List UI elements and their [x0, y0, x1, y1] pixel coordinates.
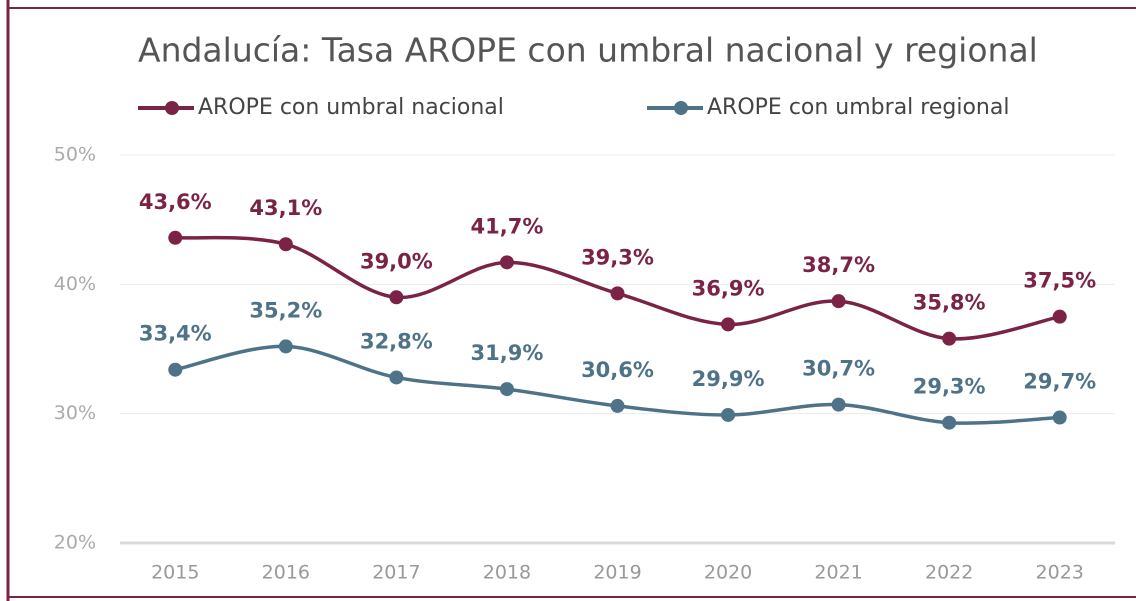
y-tick-label: 40% — [54, 273, 96, 295]
data-label: 30,6% — [581, 358, 654, 382]
data-point — [1052, 309, 1067, 324]
data-point — [168, 362, 183, 377]
x-tick-label: 2019 — [593, 562, 641, 584]
data-label: 30,7% — [802, 357, 875, 381]
x-tick-label: 2020 — [704, 562, 752, 584]
data-point — [168, 230, 183, 245]
data-point — [942, 415, 957, 430]
x-tick-label: 2023 — [1036, 562, 1084, 584]
data-label: 35,8% — [913, 291, 986, 315]
legend-label: AROPE con umbral nacional — [198, 95, 504, 120]
data-label: 31,9% — [471, 341, 544, 365]
data-point — [499, 255, 514, 270]
data-point — [610, 398, 625, 413]
data-point — [389, 370, 404, 385]
data-label: 38,7% — [802, 253, 875, 277]
data-label: 36,9% — [692, 276, 765, 300]
data-point — [831, 397, 846, 412]
data-point — [389, 290, 404, 305]
data-point — [278, 237, 293, 252]
data-point — [942, 331, 957, 346]
legend-label: AROPE con umbral regional — [707, 95, 1009, 120]
data-label: 33,4% — [139, 322, 212, 346]
x-tick-label: 2017 — [372, 562, 420, 584]
data-label: 43,1% — [249, 196, 322, 220]
data-label: 29,7% — [1023, 370, 1096, 394]
data-label: 39,3% — [581, 245, 654, 269]
chart-title: Andalucía: Tasa AROPE con umbral naciona… — [138, 31, 1038, 70]
data-label: 32,8% — [360, 329, 433, 353]
y-tick-label: 20% — [54, 532, 96, 554]
data-point — [721, 317, 736, 332]
data-point — [1052, 410, 1067, 425]
data-point — [610, 286, 625, 301]
legend-marker — [165, 101, 179, 115]
x-tick-label: 2018 — [483, 562, 531, 584]
y-tick-label: 30% — [54, 402, 96, 424]
data-label: 43,6% — [139, 190, 212, 214]
x-tick-label: 2015 — [151, 562, 199, 584]
x-tick-label: 2022 — [925, 562, 973, 584]
data-label: 41,7% — [471, 214, 544, 238]
data-point — [721, 407, 736, 422]
data-label: 39,0% — [360, 249, 433, 273]
data-point — [499, 382, 514, 397]
data-point — [278, 339, 293, 354]
x-tick-label: 2016 — [262, 562, 310, 584]
data-label: 37,5% — [1023, 269, 1096, 293]
data-label: 35,2% — [249, 298, 322, 322]
data-label: 29,9% — [692, 367, 765, 391]
data-point — [831, 294, 846, 309]
x-tick-label: 2021 — [814, 562, 862, 584]
legend-marker — [674, 101, 688, 115]
y-tick-label: 50% — [54, 144, 96, 166]
data-label: 29,3% — [913, 375, 986, 399]
